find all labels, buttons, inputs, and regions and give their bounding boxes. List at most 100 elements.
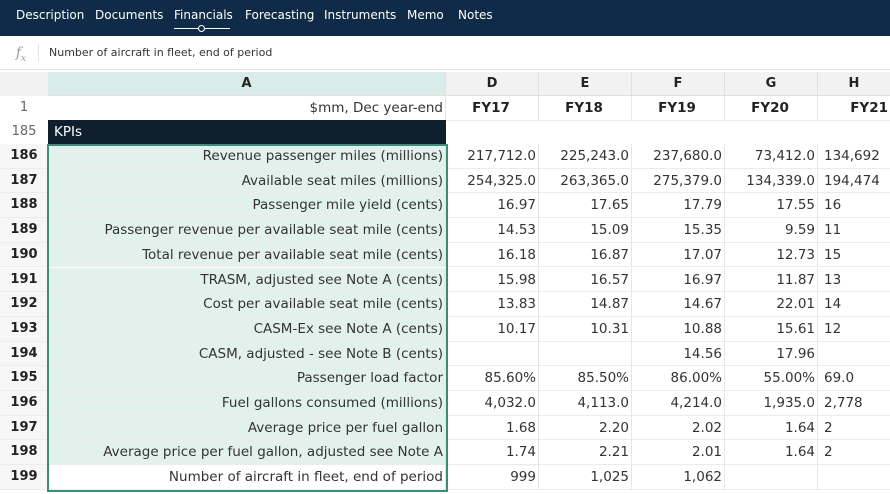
value-cell[interactable]: 17.96 [725,341,818,367]
row-header[interactable]: 196 [0,391,48,416]
value-cell[interactable]: 15.35 [632,218,725,243]
value-cell[interactable]: 1.64 [725,440,818,466]
header-label-cell[interactable]: $mm, Dec year-end [48,96,446,121]
value-cell[interactable]: 14.56 [632,341,725,367]
value-cell[interactable]: 217,712.0 [446,144,539,169]
value-cell[interactable]: 225,243.0 [539,144,632,169]
row-label-cell[interactable]: Available seat miles (millions) [48,168,446,194]
value-cell[interactable]: 4,113.0 [539,391,632,416]
value-cell[interactable]: 1,025 [539,465,632,490]
year-cell-fy21[interactable]: FY21 [818,96,890,121]
value-cell[interactable]: 2.20 [539,415,632,441]
value-cell[interactable]: 17.79 [632,193,725,219]
select-all-corner[interactable] [0,72,48,96]
row-label-cell[interactable]: Average price per fuel gallon [48,415,446,441]
year-cell-fy18[interactable]: FY18 [539,96,632,121]
value-cell[interactable]: 55.00% [725,366,818,391]
row-header[interactable]: 188 [0,193,48,219]
value-cell[interactable]: 22.01 [725,292,818,317]
value-cell[interactable]: 16.57 [539,267,632,293]
value-cell[interactable]: 134,692 [818,144,890,169]
column-header-e[interactable]: E [539,72,632,96]
value-cell[interactable]: 263,365.0 [539,168,632,194]
value-cell[interactable]: 85.50% [539,366,632,391]
formula-input[interactable]: Number of aircraft in fleet, end of peri… [49,46,273,59]
value-cell[interactable] [539,341,632,367]
value-cell[interactable] [446,341,539,367]
value-cell[interactable]: 134,339.0 [725,168,818,194]
tab-memo[interactable]: Memo [407,8,444,22]
row-label-cell[interactable]: Average price per fuel gallon, adjusted … [48,440,446,466]
value-cell[interactable]: 17.55 [725,193,818,219]
value-cell[interactable]: 10.31 [539,316,632,342]
value-cell[interactable]: 15.98 [446,267,539,293]
tab-documents[interactable]: Documents [95,8,164,22]
row-header[interactable]: 199 [0,465,48,490]
row-header[interactable]: 193 [0,316,48,342]
value-cell[interactable]: 1.64 [725,415,818,441]
row-header[interactable]: 192 [0,292,48,317]
value-cell[interactable]: 10.17 [446,316,539,342]
row-label-cell[interactable]: CASM-Ex see Note A (cents) [48,316,446,342]
row-header[interactable]: 189 [0,218,48,243]
value-cell[interactable]: 12.73 [725,242,818,268]
column-header-g[interactable]: G [725,72,818,96]
row-header[interactable]: 190 [0,242,48,268]
value-cell[interactable]: 2 [818,416,890,441]
value-cell[interactable]: 14 [818,292,890,317]
value-cell[interactable]: 10.88 [632,316,725,342]
column-header-h[interactable]: H [818,72,890,96]
value-cell[interactable]: 16.97 [632,267,725,293]
value-cell[interactable]: 275,379.0 [632,168,725,194]
value-cell[interactable]: 13 [818,268,890,293]
value-cell[interactable]: 17.65 [539,193,632,219]
value-cell[interactable]: 11.87 [725,267,818,293]
value-cell[interactable] [818,465,890,490]
value-cell[interactable]: 254,325.0 [446,168,539,194]
year-cell-fy17[interactable]: FY17 [446,96,539,121]
value-cell[interactable]: 2 [818,440,890,466]
value-cell[interactable]: 194,474 [818,169,890,194]
kpi-section-header[interactable]: KPIs [48,120,446,144]
value-cell[interactable]: 2.21 [539,440,632,466]
row-header[interactable]: 1 [0,96,48,121]
value-cell[interactable]: 14.67 [632,292,725,317]
row-label-cell[interactable]: Number of aircraft in fleet, end of peri… [48,465,446,490]
row-header[interactable]: 191 [0,267,48,293]
year-cell-fy19[interactable]: FY19 [632,96,725,121]
row-label-cell[interactable]: Passenger revenue per available seat mil… [48,218,446,243]
row-label-cell[interactable]: Fuel gallons consumed (millions) [48,391,446,416]
value-cell[interactable]: 13.83 [446,292,539,317]
value-cell[interactable]: 14.87 [539,292,632,317]
column-header-a[interactable]: A [48,72,446,96]
value-cell[interactable]: 1,935.0 [725,391,818,416]
value-cell[interactable]: 2.01 [632,440,725,466]
row-label-cell[interactable]: TRASM, adjusted see Note A (cents) [48,267,446,293]
row-label-cell[interactable]: CASM, adjusted - see Note B (cents) [48,341,446,367]
value-cell[interactable]: 237,680.0 [632,144,725,169]
column-header-f[interactable]: F [632,72,725,96]
value-cell[interactable]: 9.59 [725,218,818,243]
value-cell[interactable]: 16.97 [446,193,539,219]
column-header-d[interactable]: D [446,72,539,96]
value-cell[interactable]: 1.68 [446,415,539,441]
value-cell[interactable]: 73,412.0 [725,144,818,169]
value-cell[interactable]: 85.60% [446,366,539,391]
value-cell[interactable]: 12 [818,317,890,342]
year-cell-fy20[interactable]: FY20 [725,96,818,121]
value-cell[interactable]: 14.53 [446,218,539,243]
tab-financials[interactable]: Financials [174,8,233,22]
value-cell[interactable] [818,342,890,367]
value-cell[interactable]: 17.07 [632,242,725,268]
row-label-cell[interactable]: Passenger mile yield (cents) [48,193,446,219]
value-cell[interactable]: 15 [818,243,890,268]
value-cell[interactable]: 16.18 [446,242,539,268]
row-label-cell[interactable]: Passenger load factor [48,366,446,391]
value-cell[interactable]: 16 [818,193,890,219]
row-label-cell[interactable]: Revenue passenger miles (millions) [48,144,446,169]
value-cell[interactable]: 2.02 [632,415,725,441]
value-cell[interactable]: 15.09 [539,218,632,243]
tab-forecasting[interactable]: Forecasting [245,8,315,22]
value-cell[interactable]: 999 [446,465,539,490]
row-header[interactable]: 186 [0,144,48,169]
